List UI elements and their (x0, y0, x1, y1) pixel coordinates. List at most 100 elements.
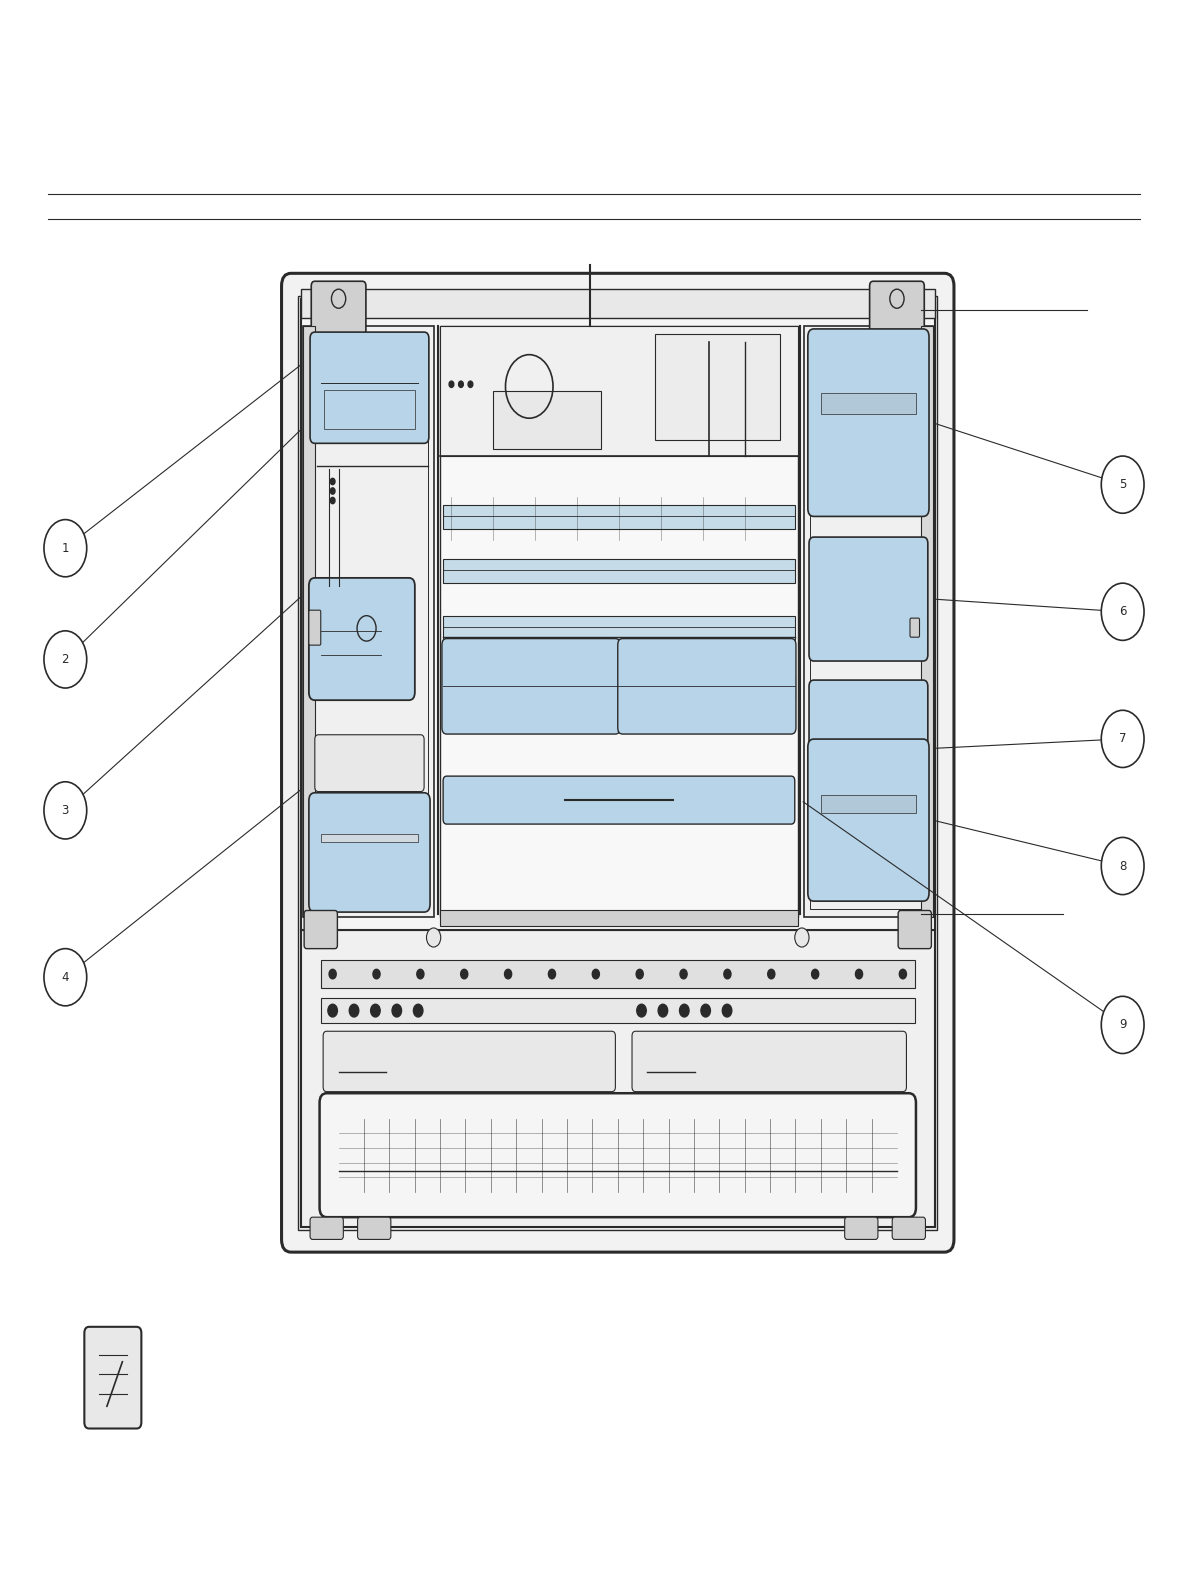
Circle shape (329, 969, 336, 979)
Text: 2: 2 (62, 653, 69, 666)
Bar (921, 326, 933, 917)
Text: 9: 9 (1119, 1019, 1126, 1031)
FancyBboxPatch shape (311, 281, 366, 335)
FancyBboxPatch shape (898, 910, 931, 949)
Circle shape (413, 1004, 423, 1017)
FancyBboxPatch shape (310, 1217, 343, 1239)
Bar (298, 296, 937, 1230)
FancyBboxPatch shape (808, 739, 929, 901)
Bar (301, 930, 935, 1227)
FancyBboxPatch shape (310, 332, 429, 443)
Circle shape (330, 478, 335, 485)
Text: 7: 7 (1119, 733, 1126, 745)
Bar (324, 389, 415, 429)
Circle shape (637, 1004, 646, 1017)
Circle shape (593, 969, 600, 979)
Circle shape (371, 1004, 380, 1017)
Circle shape (658, 1004, 668, 1017)
Text: 6: 6 (1119, 605, 1126, 618)
Bar (440, 326, 798, 917)
FancyBboxPatch shape (304, 910, 337, 949)
Bar (321, 834, 418, 842)
Bar (440, 910, 798, 926)
FancyBboxPatch shape (282, 273, 954, 1252)
Circle shape (349, 1004, 359, 1017)
Bar (804, 326, 933, 917)
Circle shape (795, 928, 809, 947)
Text: 1: 1 (62, 542, 69, 555)
Bar (321, 998, 915, 1023)
Circle shape (1101, 996, 1144, 1054)
FancyBboxPatch shape (84, 1327, 141, 1429)
Circle shape (331, 289, 346, 308)
Bar (303, 326, 434, 917)
Bar (821, 394, 916, 415)
Bar (443, 617, 795, 640)
Bar (301, 289, 935, 318)
FancyBboxPatch shape (320, 1093, 916, 1217)
Circle shape (1101, 837, 1144, 895)
Circle shape (1101, 456, 1144, 513)
Circle shape (426, 928, 441, 947)
Text: 8: 8 (1119, 860, 1126, 872)
FancyBboxPatch shape (309, 610, 321, 645)
Text: 5: 5 (1119, 478, 1126, 491)
Circle shape (468, 381, 473, 388)
Circle shape (449, 381, 454, 388)
Bar (321, 960, 915, 988)
Circle shape (505, 969, 512, 979)
Text: 4: 4 (62, 971, 69, 984)
Circle shape (722, 1004, 732, 1017)
Circle shape (461, 969, 468, 979)
FancyBboxPatch shape (315, 734, 424, 791)
Circle shape (417, 969, 424, 979)
Bar (443, 675, 795, 699)
Circle shape (855, 969, 862, 979)
Circle shape (330, 497, 335, 504)
Circle shape (44, 520, 87, 577)
Bar (303, 326, 315, 917)
Circle shape (459, 381, 463, 388)
FancyBboxPatch shape (323, 1031, 615, 1092)
FancyBboxPatch shape (358, 1217, 391, 1239)
FancyBboxPatch shape (910, 618, 920, 637)
Circle shape (723, 969, 731, 979)
Circle shape (44, 631, 87, 688)
Circle shape (890, 289, 904, 308)
Circle shape (899, 969, 906, 979)
Circle shape (549, 969, 556, 979)
Circle shape (767, 969, 775, 979)
FancyBboxPatch shape (618, 639, 796, 734)
Bar (821, 794, 916, 814)
Circle shape (811, 969, 819, 979)
Circle shape (1101, 710, 1144, 767)
FancyBboxPatch shape (892, 1217, 925, 1239)
FancyBboxPatch shape (443, 775, 795, 825)
Circle shape (636, 969, 643, 979)
FancyBboxPatch shape (870, 281, 924, 335)
Circle shape (373, 969, 380, 979)
FancyBboxPatch shape (809, 680, 928, 817)
Bar (655, 334, 781, 440)
Bar (443, 559, 795, 583)
FancyBboxPatch shape (309, 793, 430, 912)
Bar (301, 299, 935, 930)
Bar (440, 326, 798, 456)
Circle shape (328, 1004, 337, 1017)
FancyBboxPatch shape (309, 578, 415, 701)
Circle shape (44, 949, 87, 1006)
Text: 3: 3 (62, 804, 69, 817)
Circle shape (1101, 583, 1144, 640)
Circle shape (680, 1004, 689, 1017)
Bar (493, 391, 601, 450)
Bar (443, 505, 795, 529)
FancyBboxPatch shape (809, 537, 928, 661)
Bar (810, 334, 927, 909)
FancyBboxPatch shape (845, 1217, 878, 1239)
Circle shape (680, 969, 687, 979)
Circle shape (392, 1004, 402, 1017)
FancyBboxPatch shape (442, 639, 620, 734)
FancyBboxPatch shape (808, 329, 929, 516)
Circle shape (701, 1004, 710, 1017)
Bar (309, 334, 428, 909)
